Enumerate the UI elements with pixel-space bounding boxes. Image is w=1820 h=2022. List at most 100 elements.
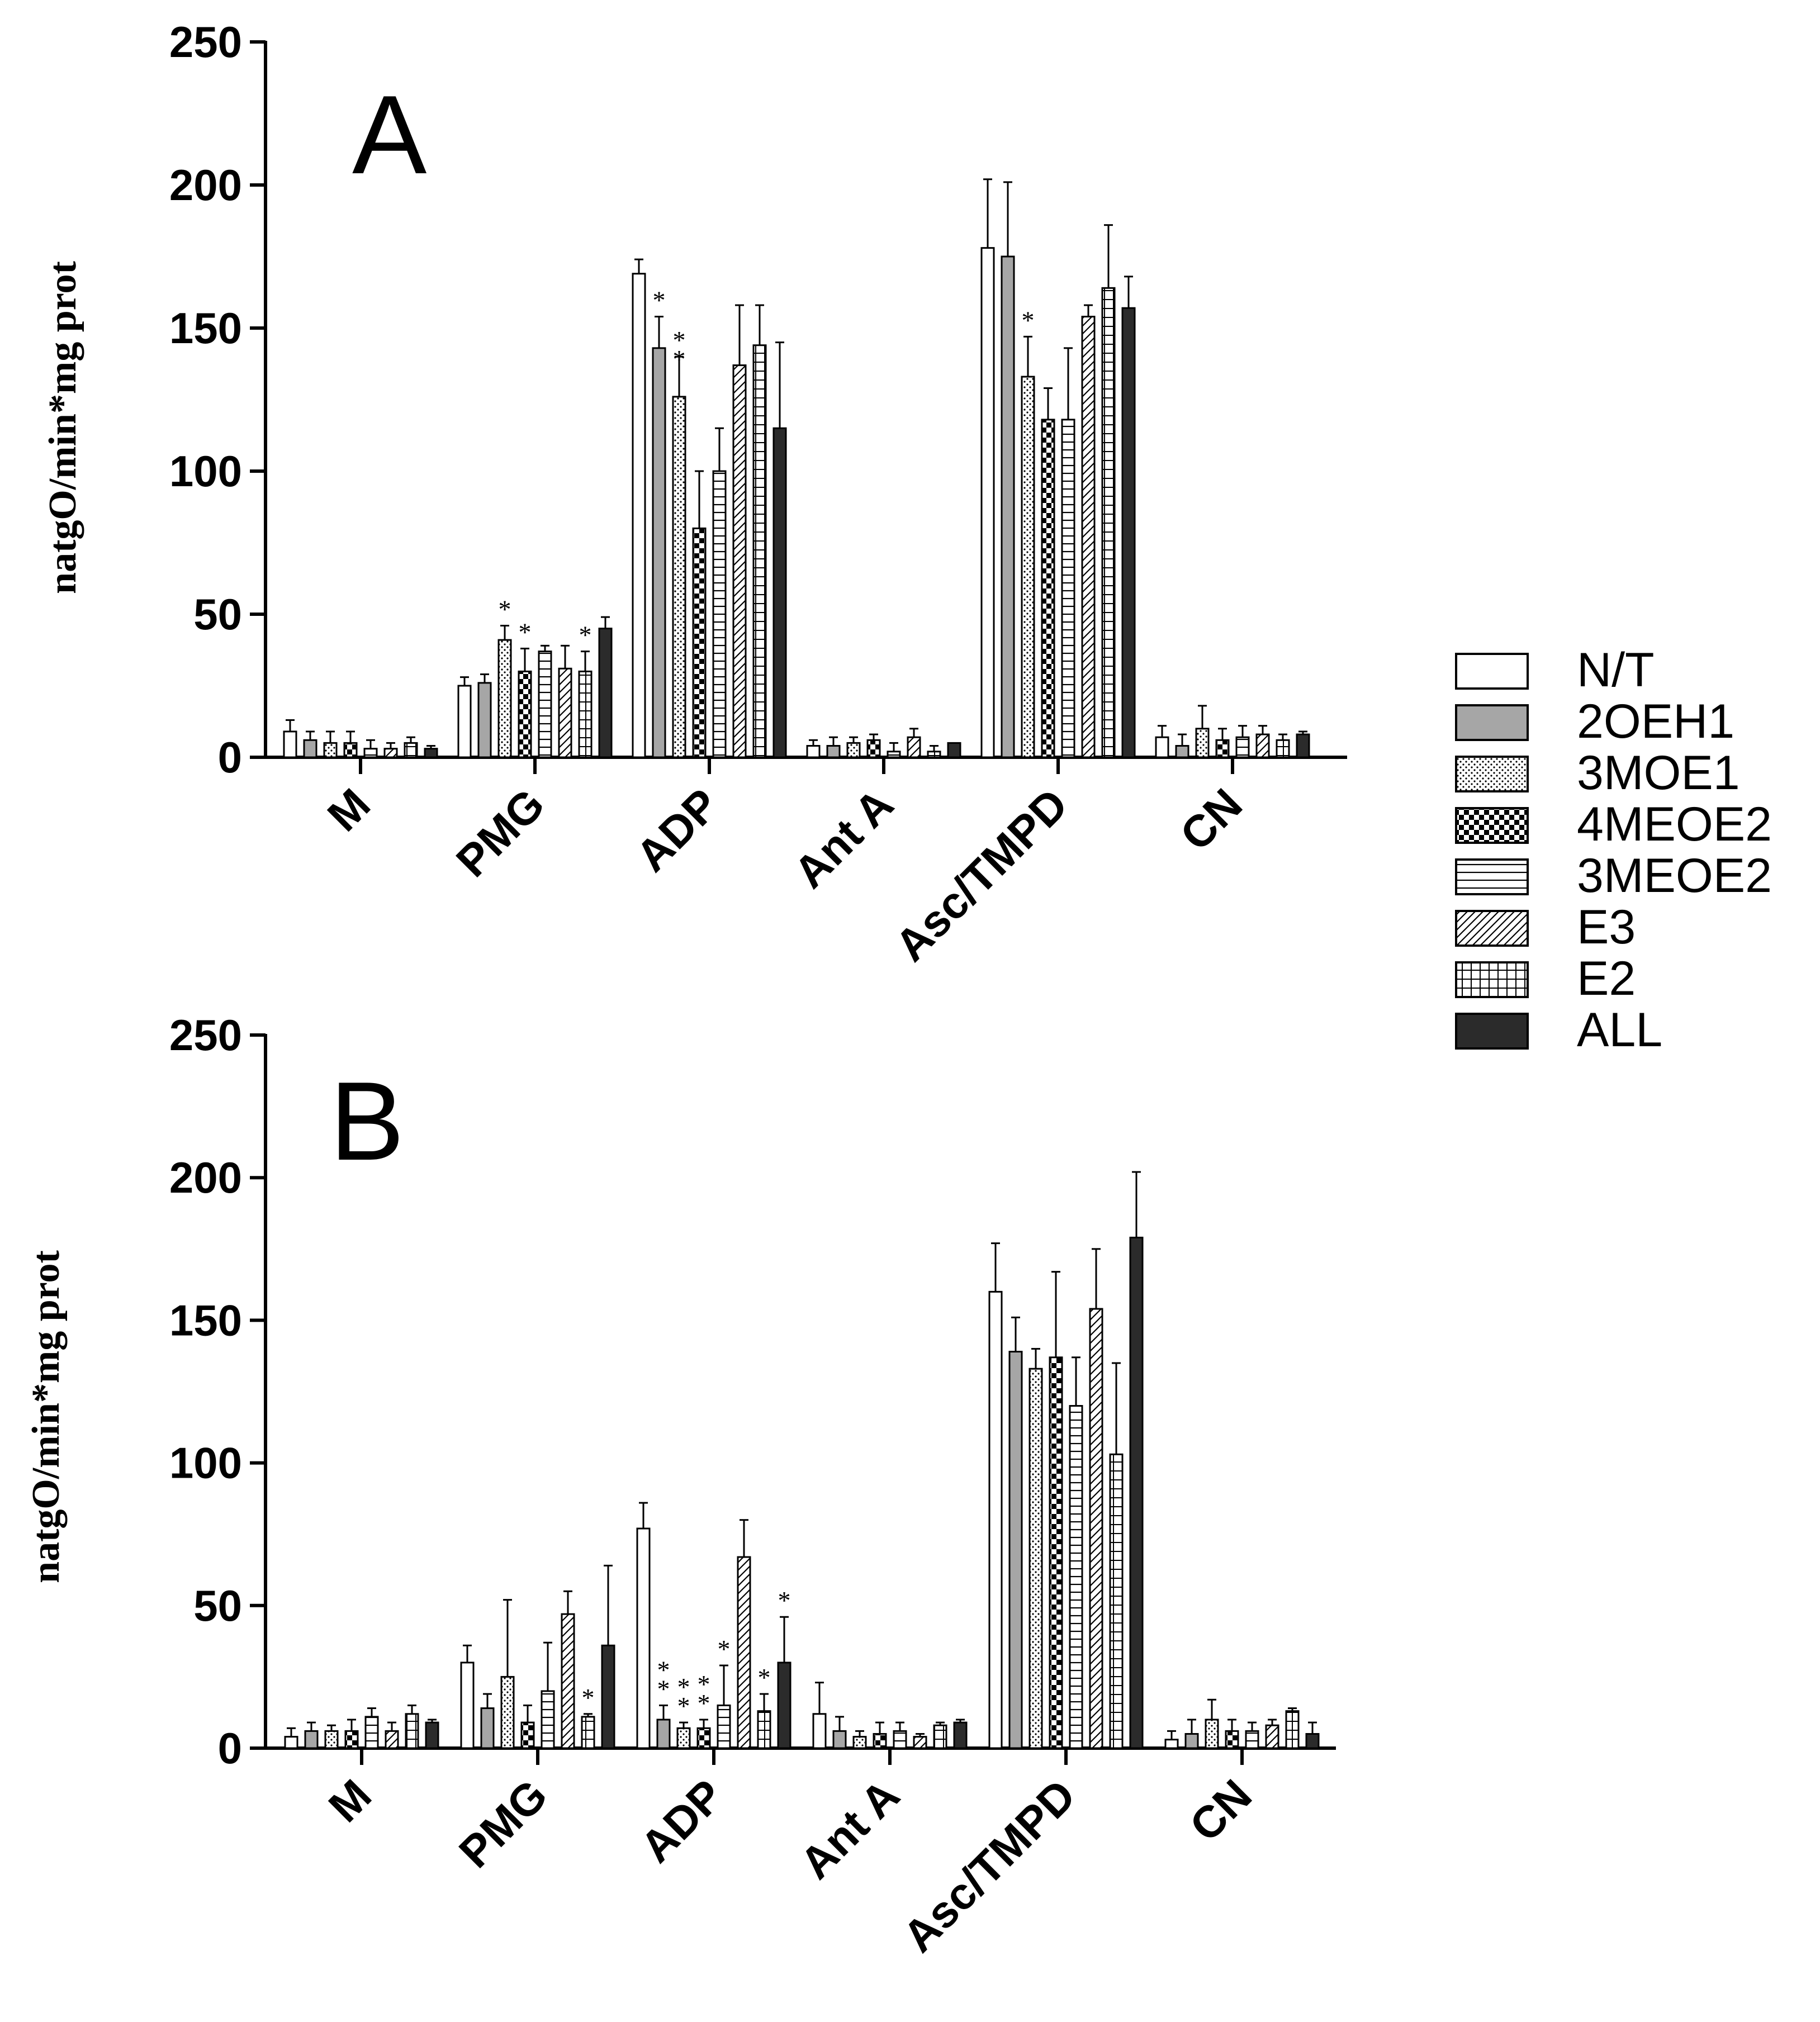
panel-b-bar-pmg-3moe1 [500,1675,515,1749]
panel-b-bar-adp-e3 [737,1556,751,1749]
panel-a-bar-asc-tmpd-e2 [1101,287,1116,758]
panel-b-y-tick-label: 150 [169,1295,242,1345]
panel-b-bar-ant-a-2oeh1 [832,1730,847,1749]
panel-a-significance-marker: * [579,621,592,649]
panel-a-bar-asc-tmpd-n-t [980,247,995,758]
panel-a-y-tick-label: 0 [218,733,242,782]
panel-a-category-label-ant-a: Ant A [784,779,903,898]
panel-b-category-label-adp: ADP [631,1770,733,1872]
panel-a-bar-adp-2oeh1 [652,347,666,758]
panel-a-bar-m-n-t [283,730,297,758]
panel-b-bar-asc-tmpd-2oeh1 [1008,1351,1023,1749]
panel-a-bar-cn-e3 [1255,733,1270,758]
panel-b-bar-m-n-t [284,1736,298,1749]
panel-b-bar-pmg-2oeh1 [480,1707,495,1749]
panel-a-bar-pmg-n-t [457,685,472,758]
panel-a-bar-pmg-e2 [578,670,593,758]
panel-a-bar-adp-3meoe2 [712,470,727,758]
legend-swatch-all [1455,1013,1529,1050]
panel-a-significance-marker: * [673,326,686,354]
panel-b-category-label-asc-tmpd: Asc/TMPD [893,1770,1085,1962]
legend-label-2oeh1: 2OEH1 [1577,695,1734,748]
panel-b-bar-pmg-e2 [581,1716,595,1749]
panel-b-y-axis-label: natgO/min*mg prot [25,1250,68,1583]
panel-b-bar-ant-a-all [953,1721,968,1749]
panel-b-bar-adp-2oeh1 [656,1719,671,1749]
panel-b-significance-marker: * [698,1689,710,1717]
panel-a-bar-ant-a-3meoe2 [887,751,901,758]
panel-b-bar-asc-tmpd-4meoe2 [1049,1356,1063,1749]
panel-a-bar-asc-tmpd-2oeh1 [1001,255,1015,758]
panel-a-bar-ant-a-4meoe2 [866,739,881,758]
legend-label-n-t: N/T [1577,643,1655,697]
panel-b-category-label-m: M [319,1770,381,1831]
panel-b-bar-m-e3 [385,1730,399,1749]
legend-label-3meoe2: 3MEOE2 [1577,849,1772,903]
panel-a-category-label-cn: CN [1170,779,1252,860]
panel-a-bar-ant-a-3moe1 [846,742,861,758]
panel-a-bar-asc-tmpd-3moe1 [1021,376,1035,758]
legend-label-e3: E3 [1577,900,1636,954]
panel-a-bar-adp-3moe1 [672,396,686,758]
panel-b-y-tick-label: 200 [169,1153,242,1202]
panel-b-bar-ant-a-3moe1 [852,1736,867,1749]
legend-label-all: ALL [1577,1003,1662,1057]
panel-a-bar-adp-e2 [752,344,767,758]
panel-b-y-tick-label: 50 [193,1581,242,1630]
panel-b-significance-marker: * [657,1674,670,1703]
panel-a-significance-marker: * [673,345,686,373]
legend-label-4meoe2: 4MEOE2 [1577,798,1772,851]
panel-b-significance-marker: * [677,1692,690,1720]
panel-b-bar-adp-n-t [636,1527,651,1749]
panel-a-bar-pmg-e3 [558,667,572,758]
legend-swatch-e3 [1455,910,1529,947]
panel-a-bar-cn-n-t [1155,736,1169,758]
panel-a-bar-adp-all [772,427,787,758]
panel-b-bar-cn-e3 [1265,1724,1279,1749]
panel-b-chart: B natgO/min*mg prot 0 50 100 150 200 250 M PMG A… [25,1010,1336,1962]
panel-a-category-label-m: M [318,779,380,841]
panel-b-bar-ant-a-e2 [933,1724,947,1749]
panel-b-bar-adp-3moe1 [676,1727,691,1749]
panel-a-bar-cn-3moe1 [1195,728,1210,758]
panel-b-significance-marker: * [718,1635,731,1663]
panel-b-significance-marker: * [677,1673,690,1701]
panel-b-bar-adp-4meoe2 [696,1727,711,1749]
legend-swatch-3moe1 [1455,756,1529,792]
panel-b-bar-pmg-3meoe2 [541,1690,555,1749]
panel-a-bar-m-3moe1 [323,742,338,758]
panel-a-category-label-adp: ADP [627,779,728,881]
legend-swatch-4meoe2 [1455,807,1529,844]
panel-a-bar-pmg-3moe1 [497,639,512,758]
panel-a-bar-cn-3meoe2 [1235,736,1250,758]
panel-b-y-tick-label: 250 [169,1010,242,1060]
panel-b-significance-marker: * [582,1683,595,1712]
panel-a-bar-m-e3 [383,748,398,758]
panel-a-bar-asc-tmpd-4meoe2 [1041,419,1055,758]
panel-a-bar-m-3meoe2 [363,748,378,758]
panel-b-bar-cn-n-t [1164,1739,1179,1749]
panel-a-bar-m-e2 [404,742,418,758]
panel-b-bar-ant-a-n-t [812,1713,827,1749]
panel-b-significance-marker: * [778,1586,791,1615]
panel-b-bar-asc-tmpd-e2 [1109,1453,1124,1749]
panel-a-bar-pmg-all [598,628,613,758]
panel-a-bar-m-2oeh1 [303,739,317,758]
panel-a-bar-ant-a-e2 [927,751,941,758]
panel-b-bar-cn-3moe1 [1205,1719,1219,1749]
panel-a-bar-adp-4meoe2 [692,527,707,758]
panel-a-bar-ant-a-all [947,742,961,758]
panel-b-bar-m-all [425,1721,439,1749]
panel-a-bar-pmg-3meoe2 [538,651,552,758]
panel-a-bar-asc-tmpd-3meoe2 [1061,419,1075,758]
legend-swatch-n-t [1455,653,1529,690]
panel-b-significance-marker: * [698,1670,710,1698]
panel-b-significance-marker: * [758,1663,771,1692]
panel-b-bar-asc-tmpd-all [1129,1236,1144,1749]
panel-b-bar-ant-a-3meoe2 [893,1730,907,1749]
panel-a-bar-adp-e3 [732,364,747,758]
panel-a-y-tick-label: 250 [169,17,242,67]
